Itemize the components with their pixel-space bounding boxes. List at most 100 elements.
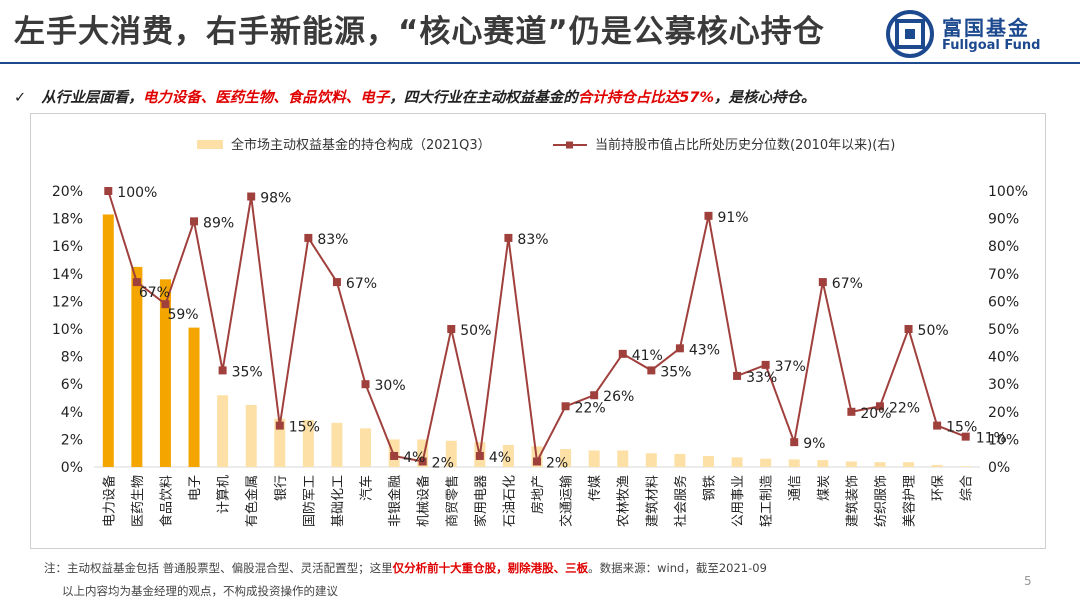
bar (674, 453, 686, 467)
category-label: 银行 (274, 475, 289, 501)
category-label: 商贸零售 (444, 475, 460, 527)
category-label: 计算机 (217, 475, 232, 514)
category-label: 煤炭 (817, 475, 832, 501)
logo-chinese-name: 富国基金 (942, 16, 1030, 40)
bar (159, 279, 171, 467)
key-finding-part: 从行业层面看， (41, 90, 143, 106)
data-label: 50% (460, 323, 491, 339)
key-finding-part: ，四大行业在主动权益基金的 (389, 90, 578, 106)
line-point (504, 233, 513, 242)
category-label: 建筑材料 (644, 475, 660, 527)
legend-bar-label: 全市场主动权益基金的持仓构成（2021Q3） (231, 137, 491, 153)
category-label: 通信 (788, 475, 803, 501)
data-label: 11% (976, 431, 1007, 447)
line-point (304, 233, 313, 242)
bar (188, 327, 200, 467)
bar (702, 455, 714, 467)
line-point (761, 360, 770, 369)
line-point (875, 402, 884, 411)
bar (760, 458, 772, 467)
category-label: 医药生物 (131, 475, 146, 527)
data-label: 2% (432, 455, 454, 471)
bar (302, 420, 314, 467)
holdings-chart: 全市场主动权益基金的持仓构成（2021Q3） 当前持股市值占比所处历史分位数(20… (52, 137, 1028, 527)
bar (217, 395, 229, 467)
category-label: 环保 (931, 475, 946, 501)
line-point (533, 457, 541, 466)
line-point (218, 366, 227, 375)
bar (502, 444, 514, 467)
key-finding-part: ，是核心持仓。 (714, 90, 816, 106)
line-point (361, 380, 370, 389)
category-label: 社会服务 (673, 475, 689, 527)
line-point (161, 300, 170, 309)
data-label: 50% (918, 323, 949, 339)
bar (560, 449, 572, 467)
check-icon: ✓ (14, 90, 27, 106)
data-label: 91% (717, 210, 748, 226)
line-point (704, 211, 713, 220)
key-finding-highlight: 电力设备、医药生物、食品饮料、电子 (142, 90, 390, 106)
left-axis-tick: 12% (52, 294, 83, 310)
logo-emblem-icon (886, 10, 934, 58)
data-label: 4% (489, 450, 511, 466)
category-label: 基础化工 (331, 475, 346, 527)
line-point (561, 402, 570, 411)
left-axis-tick: 2% (61, 432, 83, 448)
chart-frame: 全市场主动权益基金的持仓构成（2021Q3） 当前持股市值占比所处历史分位数(20… (30, 113, 1046, 549)
left-axis-tick: 8% (61, 350, 83, 366)
right-axis-tick: 70% (988, 267, 1019, 283)
footnote-text: 注：主动权益基金包括 普通股票型、偏股混合型、灵活配置型；这里 (44, 561, 393, 575)
right-axis-tick: 40% (988, 350, 1019, 366)
category-label: 食品饮料 (158, 475, 174, 527)
data-label: 67% (832, 276, 863, 292)
bar (274, 418, 286, 467)
data-label: 15% (946, 420, 977, 436)
category-label: 钢铁 (702, 475, 717, 501)
slide-title: 左手大消费，右手新能源，“核心赛道”仍是公募核心持仓 (14, 14, 825, 50)
category-label: 国防军工 (301, 475, 317, 527)
line-point (132, 278, 141, 287)
category-label: 公用事业 (731, 475, 746, 527)
line-point (818, 278, 827, 287)
data-label: 83% (317, 232, 348, 248)
line-point (190, 217, 199, 226)
right-axis-tick: 90% (988, 212, 1019, 228)
bar (960, 466, 972, 467)
category-label: 纺织服饰 (874, 475, 889, 527)
left-axis-tick: 14% (52, 267, 83, 283)
left-axis-tick: 20% (52, 184, 83, 200)
line-point (847, 407, 856, 416)
line-point (332, 278, 341, 287)
data-label: 30% (375, 378, 406, 394)
line-point (961, 432, 970, 441)
line-point (390, 451, 399, 460)
line-point (275, 421, 284, 430)
category-label: 房地产 (530, 475, 546, 514)
line-point (675, 344, 684, 353)
bar (360, 428, 372, 467)
data-label: 41% (632, 348, 663, 364)
right-axis-tick: 100% (988, 184, 1028, 200)
category-label: 电子 (188, 475, 203, 501)
line-point (733, 371, 742, 380)
bar (417, 439, 429, 467)
line-point (590, 391, 599, 400)
data-label: 37% (775, 359, 806, 375)
footnote-source: 。数据来源：wind，截至2021-09 (588, 561, 767, 575)
legend-bar-swatch (197, 140, 223, 149)
data-label: 20% (860, 406, 891, 422)
data-label: 22% (575, 400, 606, 416)
category-label: 美容护理 (902, 475, 918, 527)
bar (845, 461, 857, 467)
data-label: 35% (660, 364, 691, 380)
left-axis-tick: 0% (61, 460, 83, 476)
line-point (933, 421, 942, 430)
category-label: 农林牧渔 (617, 475, 632, 527)
bar (617, 450, 629, 467)
bar (731, 457, 743, 467)
key-finding: ✓ 从行业层面看，电力设备、医药生物、食品饮料、电子，四大行业在主动权益基金的合… (14, 86, 816, 107)
line-point (447, 325, 456, 333)
bar (931, 464, 943, 467)
category-label: 机械设备 (416, 475, 432, 527)
